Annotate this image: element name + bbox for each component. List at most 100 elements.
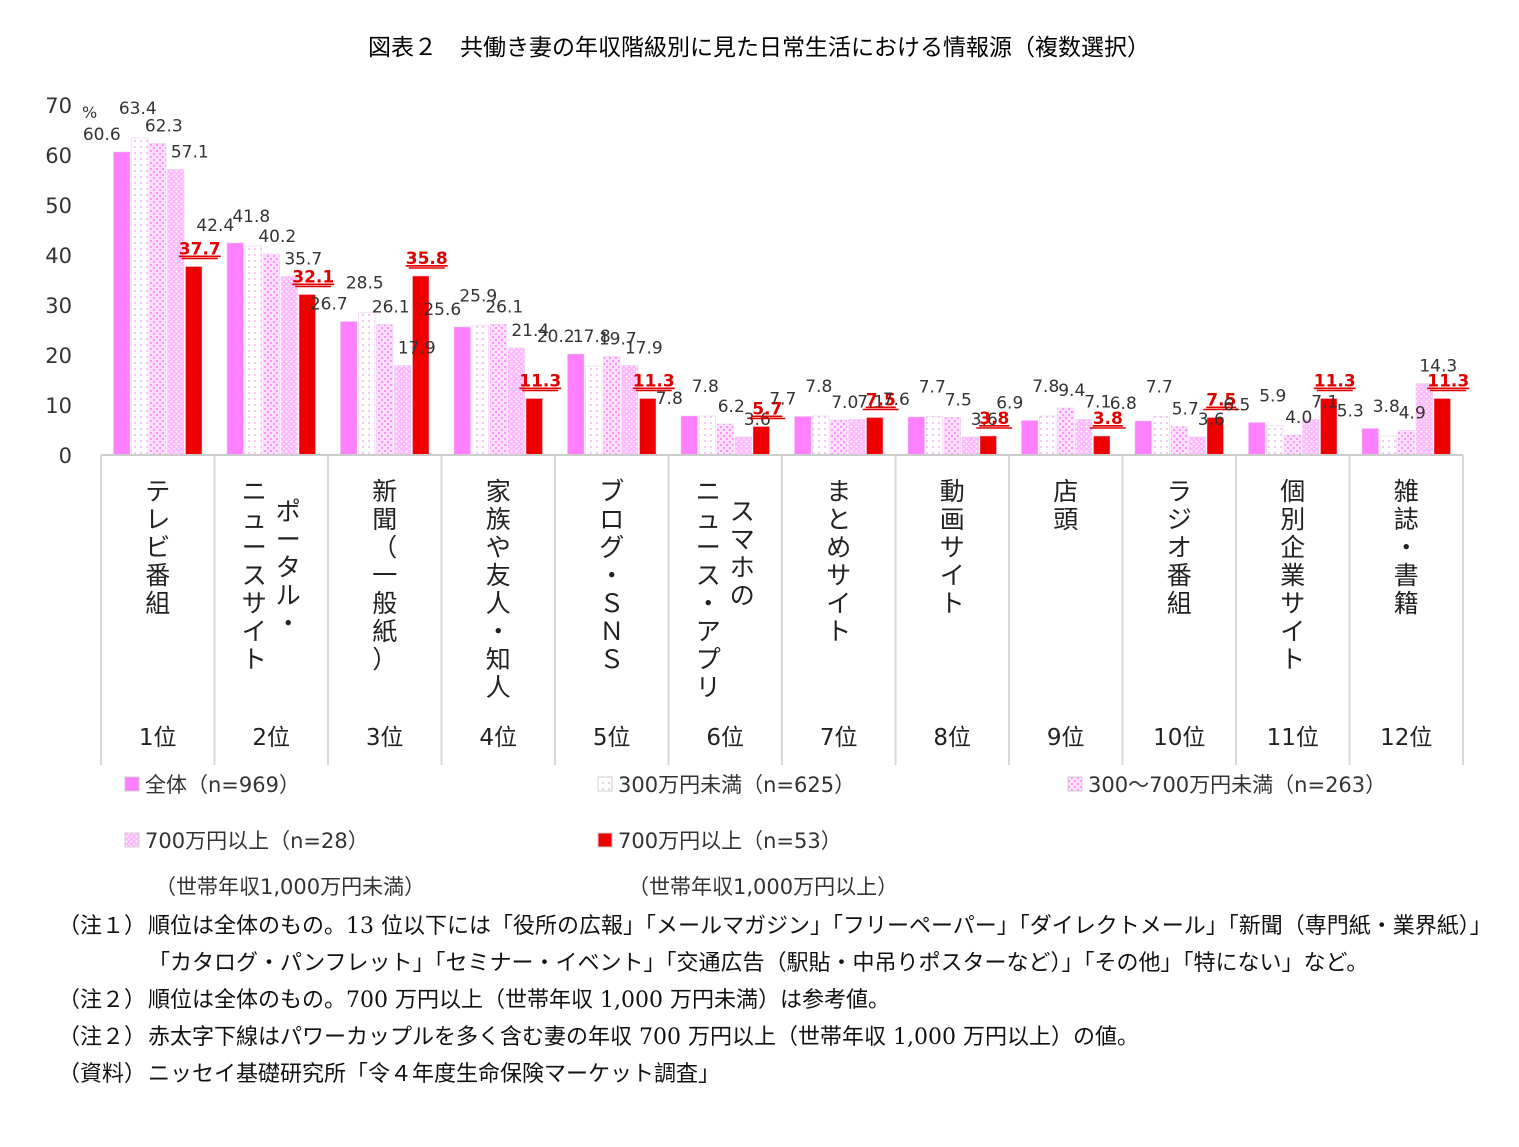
category-label-char: イ <box>826 589 851 618</box>
bar <box>794 416 812 456</box>
note-row: （注１） 順位は全体のもの。13 位以下には「役所の広報」「メールマガジン」「フリ… <box>58 908 1488 982</box>
legend-swatch <box>597 776 613 792</box>
legend-swatch <box>124 832 140 848</box>
category-label-char: 組 <box>145 589 170 618</box>
category-table: テレビ番組1位ポータル・ニュースサイト2位新聞（一般紙）3位家族や友人・知人4位… <box>100 455 1464 765</box>
category-label-char: ニ <box>696 477 721 506</box>
data-label: 17.9 <box>398 339 436 359</box>
category-label-char: 番 <box>1167 561 1192 590</box>
category-label-char: 業 <box>1280 561 1305 590</box>
bar <box>1284 434 1302 456</box>
data-label: 6.9 <box>996 394 1023 414</box>
category-label-char: ビ <box>145 533 170 562</box>
bar <box>262 253 280 456</box>
data-label: 35.8 <box>406 249 448 269</box>
category-label-char: 知 <box>486 645 511 674</box>
rank-label: 9位 <box>1047 725 1085 751</box>
category-label-char: 組 <box>1167 589 1192 618</box>
category-label-char: タ <box>276 553 301 582</box>
data-label: 9.4 <box>1058 381 1085 401</box>
bar <box>752 426 770 456</box>
data-label: 7.0 <box>831 393 858 413</box>
data-label: 3.8 <box>979 409 1009 429</box>
rank-label: 4位 <box>479 725 517 751</box>
legend-label: 全体（n=969） <box>145 773 300 797</box>
data-label: 62.3 <box>145 117 183 137</box>
data-label: 11.3 <box>519 372 561 392</box>
bar <box>585 365 603 456</box>
category-label-char: ブ <box>599 477 624 506</box>
category-label-char: ー <box>242 533 267 562</box>
category-label-char: ロ <box>599 505 624 534</box>
rank-label: 3位 <box>366 725 404 751</box>
bar <box>567 353 585 456</box>
category-label-char: ア <box>696 617 721 646</box>
data-label: 7.7 <box>769 390 796 410</box>
data-label: 7.1 <box>1311 393 1338 413</box>
bar <box>1188 436 1206 456</box>
bar <box>453 326 471 456</box>
bar <box>1134 420 1152 456</box>
y-tick-label: 30 <box>45 294 72 318</box>
category-label-char: イ <box>242 617 267 646</box>
data-label: 20.2 <box>537 327 575 347</box>
bar <box>830 419 848 456</box>
category-label-char: ） <box>372 645 397 674</box>
legend-sublabel: （世帯年収1,000万円以上） <box>628 875 898 899</box>
note-text: 順位は全体のもの。700 万円以上（世帯年収 1,000 万円未満）は参考値。 <box>148 988 890 1013</box>
bar <box>1433 398 1451 456</box>
bar <box>961 436 979 456</box>
data-label: 3.8 <box>1093 409 1123 429</box>
data-label: 3.6 <box>971 410 998 430</box>
note-text: 順位は全体のもの。13 位以下には「役所の広報」「メールマガジン」「フリーペーパ… <box>148 914 1481 976</box>
category-label-char: イ <box>1280 617 1305 646</box>
category-label-char: 新 <box>372 477 397 506</box>
data-label: 3.8 <box>1373 397 1400 417</box>
y-tick-label: 0 <box>59 444 72 468</box>
bar <box>1361 428 1379 456</box>
category-label-char: ジ <box>1167 505 1192 534</box>
legend-label: 300万円未満（n=625） <box>618 773 855 797</box>
note-label: （注１） <box>58 914 147 939</box>
bar <box>298 294 316 456</box>
bar <box>185 266 203 456</box>
category-label-char: ス <box>696 561 721 590</box>
y-tick-label: 70 <box>45 94 72 118</box>
bar <box>716 423 734 456</box>
category-label-char: 店 <box>1053 477 1078 506</box>
data-label: 3.6 <box>1198 410 1225 430</box>
bar <box>131 137 149 456</box>
data-label: 32.1 <box>292 268 334 288</box>
data-label: 6.2 <box>718 397 745 417</box>
bar <box>979 435 997 456</box>
data-label: 25.6 <box>423 300 461 320</box>
category-label-char: （ <box>372 533 397 562</box>
legend-label: 300～700万円未満（n=263） <box>1088 773 1386 797</box>
bar <box>603 356 621 456</box>
category-label-char: サ <box>940 533 965 562</box>
category-label-char: プ <box>696 645 721 674</box>
chart-title: 図表２ 共働き妻の年収階級別に見た日常生活における情報源（複数選択） <box>368 35 1150 61</box>
category-label-char: ・ <box>276 609 301 638</box>
y-unit: % <box>82 103 97 122</box>
data-label: 5.9 <box>1259 387 1286 407</box>
bar <box>280 276 298 456</box>
bar <box>1152 416 1170 456</box>
category-label-char: と <box>826 505 851 534</box>
category-label-char: や <box>486 533 511 562</box>
legend-swatch <box>124 776 140 792</box>
data-label: 26.1 <box>372 298 410 318</box>
category-label-char: ・ <box>599 561 624 590</box>
data-label: 3.6 <box>744 410 771 430</box>
category-label-char: 籍 <box>1394 589 1419 618</box>
bar <box>943 417 961 456</box>
rank-label: 11位 <box>1267 725 1319 751</box>
legend-sublabel: （世帯年収1,000万円未満） <box>155 875 425 899</box>
legend-label: 700万円以上（n=53） <box>618 829 842 853</box>
bar <box>226 242 244 456</box>
y-axis: 0 10 20 30 40 50 60 70 <box>45 94 72 468</box>
category-label-char: グ <box>599 533 624 562</box>
category-label-char: 誌 <box>1394 505 1419 534</box>
category-label-char: 人 <box>486 589 511 618</box>
category-label-char: ・ <box>1394 533 1419 562</box>
